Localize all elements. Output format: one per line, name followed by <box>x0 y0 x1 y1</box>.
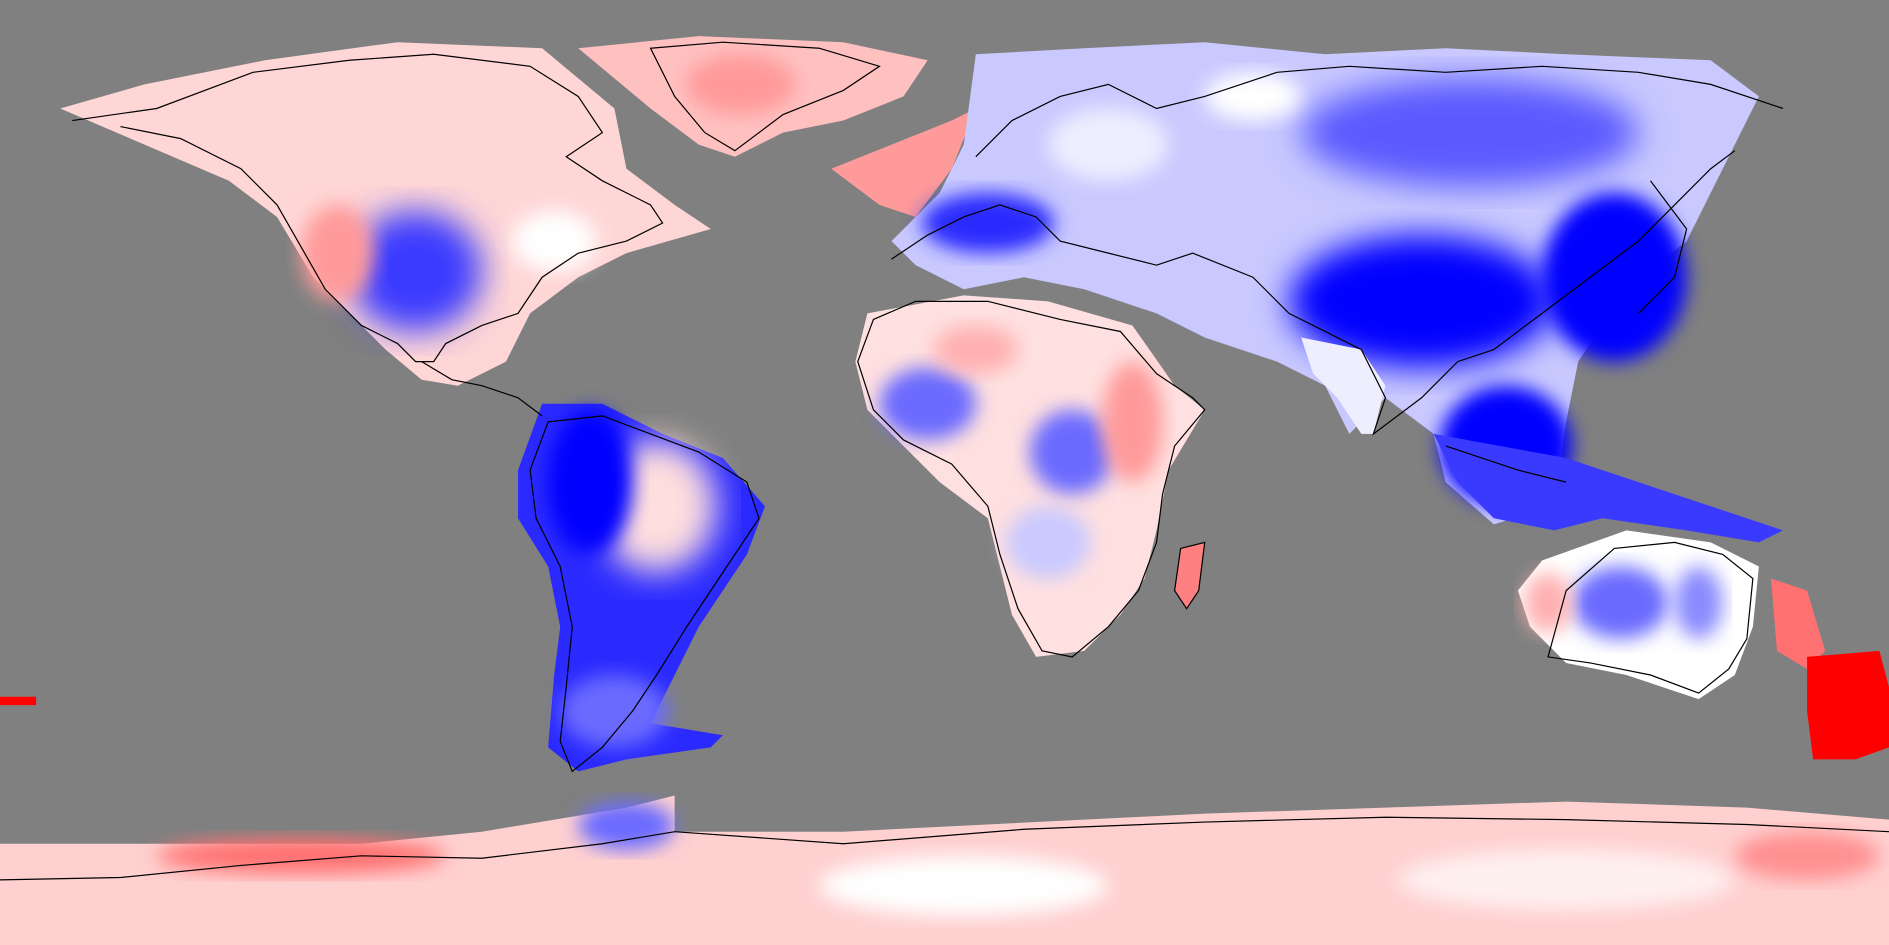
antarctica-coastline <box>0 816 1889 881</box>
new-zealand-field <box>0 578 1889 760</box>
australia-field <box>1517 530 1759 700</box>
antarctica-field <box>0 795 1889 945</box>
arctic-coastline <box>975 65 1784 158</box>
central-america-coastline <box>421 361 543 417</box>
eurasia-coastline <box>891 150 1736 436</box>
south-america-field <box>518 403 765 772</box>
north-america-field <box>60 42 711 386</box>
australia-coastline <box>1547 541 1754 694</box>
iceland-uk-field <box>831 108 976 217</box>
south-america-coastline <box>529 415 760 773</box>
japan-coastline <box>1637 180 1688 314</box>
madagascar-coastline <box>1173 541 1206 610</box>
africa-coastline <box>857 300 1206 658</box>
coastlines <box>0 41 1889 881</box>
indonesia-field <box>1433 433 1783 543</box>
india-field <box>1301 337 1386 434</box>
indonesia-coastline <box>1445 445 1567 483</box>
greenland-coastline <box>649 41 881 152</box>
africa-field <box>855 295 1205 657</box>
greenland-field <box>578 36 928 157</box>
europe-asia-field <box>891 42 1759 525</box>
north-america-coastline <box>72 53 664 363</box>
